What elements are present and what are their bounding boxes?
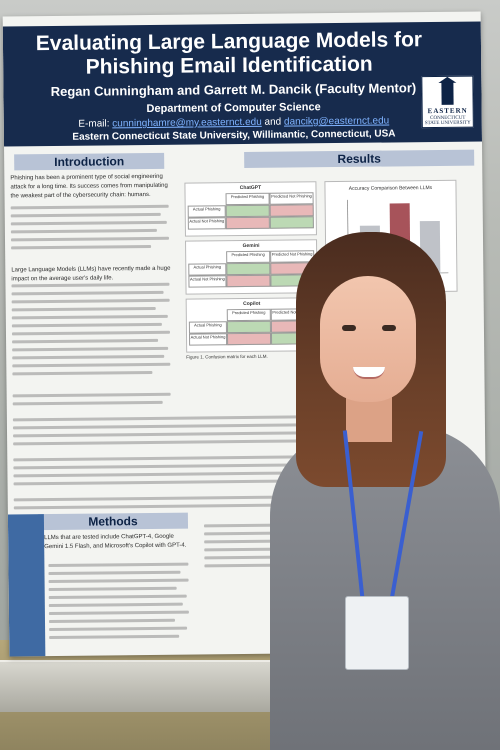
intro-paragraph-2: Large Language Models (LLMs) have recent…	[11, 265, 171, 283]
matrix-cell	[225, 216, 270, 230]
logo-line-1: EASTERN	[427, 106, 468, 116]
email-link-2: dancikg@easternct.edu	[283, 115, 390, 128]
email-and: and	[264, 116, 282, 128]
row-actual-phishing: Actual Phishing	[188, 321, 227, 334]
section-methods-header: Methods	[37, 512, 189, 531]
poster-left-edge-panel	[7, 514, 46, 657]
col-predicted-phishing: Predicted Phishing	[225, 192, 270, 206]
section-introduction-header: Introduction	[14, 152, 165, 171]
email-label: E-mail:	[78, 118, 110, 130]
bench	[0, 660, 290, 712]
face	[320, 276, 416, 402]
matrix-cell	[226, 262, 271, 276]
university-logo: EASTERN CONNECTICUT STATE UNIVERSITY	[421, 75, 474, 129]
matrix-cell	[226, 320, 271, 334]
logo-line-2: CONNECTICUT STATE UNIVERSITY	[424, 115, 471, 127]
poster-title: Evaluating Large Language Models for Phi…	[35, 28, 423, 79]
matrix-cell	[269, 204, 314, 217]
section-results-header: Results	[244, 149, 475, 168]
email-link-1: cunninghamre@my.easternct.edu	[112, 116, 262, 130]
logo-tower-icon	[441, 80, 454, 105]
col-predicted-not-phishing: Predicted Not Phishing	[269, 192, 314, 205]
row-actual-not-phishing: Actual Not Phishing	[187, 217, 226, 230]
confusion-matrix-chatgpt: ChatGPT Predicted Phishing Predicted Not…	[184, 181, 317, 237]
matrix-cell	[269, 216, 314, 229]
right-eye	[382, 325, 396, 331]
smile	[353, 367, 385, 379]
row-actual-not-phishing: Actual Not Phishing	[188, 275, 227, 288]
name-badge	[345, 596, 409, 670]
matrix-cell	[226, 332, 272, 346]
row-actual-not-phishing: Actual Not Phishing	[188, 333, 228, 346]
methods-intro: LLMs that are tested include ChatGPT-4, …	[44, 533, 187, 551]
table-title-chatgpt: ChatGPT	[239, 184, 262, 192]
col-predicted-phishing: Predicted Phishing	[226, 308, 271, 322]
matrix-cell	[226, 274, 271, 288]
row-actual-phishing: Actual Phishing	[188, 263, 227, 276]
person-standing	[270, 230, 500, 750]
row-actual-phishing: Actual Phishing	[187, 205, 226, 218]
col-predicted-phishing: Predicted Phishing	[226, 250, 271, 264]
matrix-cell	[225, 204, 270, 218]
left-eye	[342, 325, 356, 331]
intro-paragraph: Phishing has been a prominent type of so…	[10, 173, 168, 200]
